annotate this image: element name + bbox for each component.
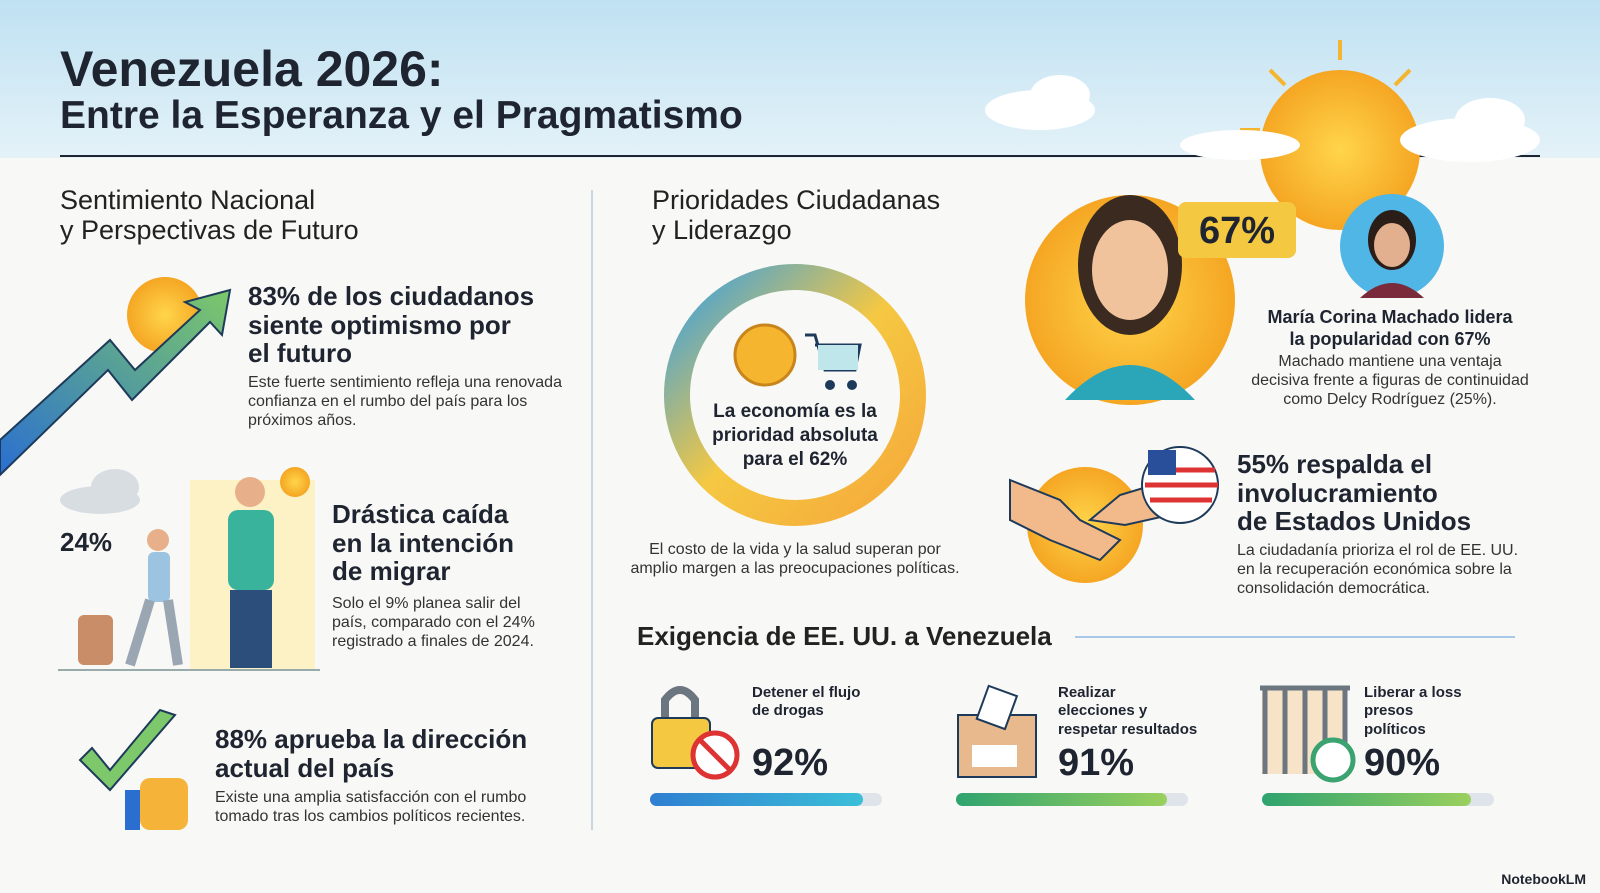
demand-value: 90%	[1364, 742, 1441, 784]
demand-value: 91%	[1058, 742, 1135, 784]
progress-track	[1262, 793, 1494, 806]
donut-text: La economía es la prioridad absoluta par…	[712, 401, 878, 470]
item-heading: 88% aprueba la dirección actual del país	[215, 724, 528, 783]
donut-caption: El costo de la vida y la salud superan p…	[630, 541, 960, 578]
us-heading: 55% respalda el involucramiento de Estad…	[1237, 449, 1472, 537]
progress-track	[956, 793, 1188, 806]
progress-track	[650, 793, 882, 806]
item-stat: 24%	[60, 527, 113, 557]
item-heading: Drástica caída en la intención de migrar	[332, 499, 515, 587]
leader-heading: María Corina Machado lidera la popularid…	[1267, 307, 1513, 349]
demand-label: Realizar elecciones y respetar resultado…	[1058, 684, 1198, 738]
progress-bar	[1262, 793, 1471, 806]
item-body: Solo el 9% planea salir del país, compar…	[332, 595, 535, 651]
demand-label: Detener el flujo de drogas	[752, 684, 861, 720]
item-body: Este fuerte sentimiento refleja una reno…	[248, 374, 562, 430]
item-body: Existe una amplia satisfacción con el ru…	[215, 789, 527, 826]
title: Venezuela 2026:	[60, 41, 444, 97]
progress-bar	[650, 793, 864, 806]
subtitle: Entre la Esperanza y el Pragmatismo	[60, 94, 743, 137]
footer: NotebookLM	[1501, 871, 1586, 887]
section-title: Sentimiento Nacional y Perspectivas de F…	[60, 185, 359, 246]
leader-body: Machado mantiene una ventaja decisiva fr…	[1251, 353, 1529, 409]
badge: 67%	[1198, 210, 1276, 252]
section-title: Exigencia de EE. UU. a Venezuela	[637, 621, 1052, 651]
section-title: Prioridades Ciudadanas y Liderazgo	[652, 185, 941, 246]
item-heading: 83% de los ciudadanos siente optimismo p…	[248, 281, 535, 369]
demand-value: 92%	[752, 742, 829, 784]
demand-label: Liberar a loss presos políticos	[1364, 684, 1462, 738]
progress-bar	[956, 793, 1168, 806]
us-body: La ciudadanía prioriza el rol de EE. UU.…	[1237, 542, 1519, 598]
